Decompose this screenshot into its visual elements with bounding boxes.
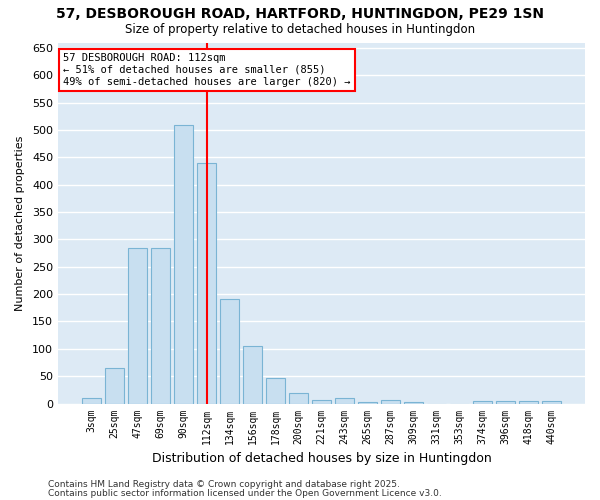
Text: Contains HM Land Registry data © Crown copyright and database right 2025.: Contains HM Land Registry data © Crown c… — [48, 480, 400, 489]
Bar — [542, 401, 561, 404]
Bar — [335, 398, 354, 404]
Text: Size of property relative to detached houses in Huntingdon: Size of property relative to detached ho… — [125, 22, 475, 36]
Bar — [311, 400, 331, 404]
Bar — [197, 163, 217, 404]
X-axis label: Distribution of detached houses by size in Huntingdon: Distribution of detached houses by size … — [152, 452, 491, 465]
Bar — [105, 368, 124, 404]
Y-axis label: Number of detached properties: Number of detached properties — [15, 136, 25, 310]
Text: Contains public sector information licensed under the Open Government Licence v3: Contains public sector information licen… — [48, 488, 442, 498]
Bar — [518, 401, 538, 404]
Bar — [266, 378, 285, 404]
Bar — [220, 298, 239, 404]
Bar — [496, 401, 515, 404]
Bar — [289, 392, 308, 404]
Bar — [358, 402, 377, 404]
Bar — [380, 400, 400, 404]
Bar — [473, 401, 492, 404]
Text: 57, DESBOROUGH ROAD, HARTFORD, HUNTINGDON, PE29 1SN: 57, DESBOROUGH ROAD, HARTFORD, HUNTINGDO… — [56, 8, 544, 22]
Bar — [243, 346, 262, 404]
Bar — [128, 248, 148, 404]
Bar — [174, 124, 193, 404]
Text: 57 DESBOROUGH ROAD: 112sqm
← 51% of detached houses are smaller (855)
49% of sem: 57 DESBOROUGH ROAD: 112sqm ← 51% of deta… — [63, 54, 351, 86]
Bar — [404, 402, 423, 404]
Bar — [82, 398, 101, 404]
Bar — [151, 248, 170, 404]
